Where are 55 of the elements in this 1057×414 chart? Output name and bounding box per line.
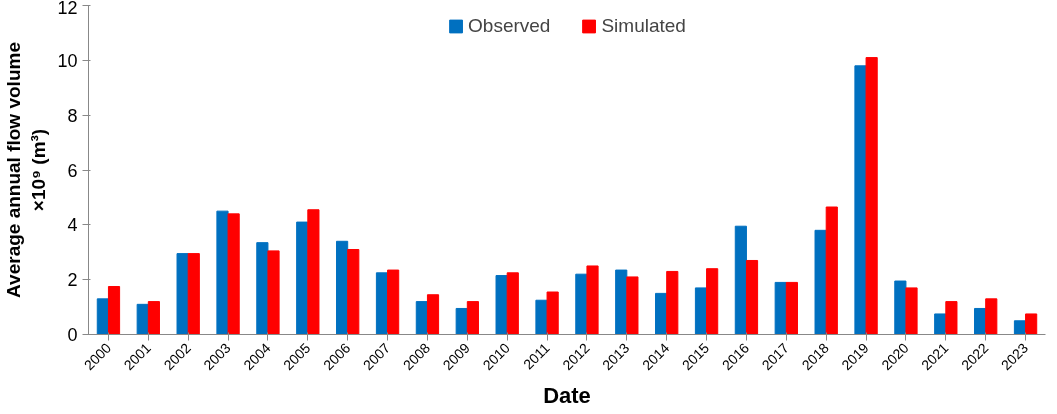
bar (216, 210, 229, 335)
bar (586, 265, 599, 335)
bar (96, 298, 109, 335)
bar (1025, 313, 1038, 335)
bar (347, 249, 360, 335)
bar (415, 301, 428, 335)
bar (495, 275, 508, 335)
bar (706, 268, 719, 335)
bar (267, 250, 280, 335)
bar (734, 225, 747, 335)
bar (375, 272, 389, 335)
y-tick-label: 4 (67, 215, 78, 236)
legend-label: Observed (468, 15, 551, 37)
bar (296, 221, 309, 335)
bar (945, 301, 958, 335)
bar (745, 259, 759, 335)
bar (626, 276, 639, 335)
bar (694, 287, 708, 335)
bar (615, 269, 628, 335)
bar (985, 298, 998, 335)
bar (894, 280, 907, 335)
bar (187, 253, 200, 335)
bar (426, 294, 440, 335)
bar (785, 281, 798, 335)
y-tick-label: 10 (57, 50, 78, 71)
bar (774, 281, 787, 335)
legend-label: Simulated (601, 15, 686, 37)
bar (854, 65, 867, 335)
bar (546, 291, 559, 335)
bar (176, 253, 189, 335)
bar (256, 242, 269, 335)
bar (934, 313, 947, 335)
bar (455, 307, 468, 335)
bar (387, 269, 400, 335)
y-tick-label: 2 (67, 270, 78, 291)
bar (506, 272, 519, 335)
bar (227, 213, 240, 335)
bar (905, 287, 918, 335)
x-axis-title: Date (543, 382, 591, 408)
bar (466, 301, 479, 335)
y-tick-label: 6 (67, 160, 78, 181)
bar (136, 303, 149, 335)
bar (307, 209, 320, 335)
bar (666, 270, 679, 335)
bar (825, 206, 838, 335)
bar (336, 240, 349, 335)
bar (814, 229, 827, 335)
bar (107, 286, 121, 335)
y-axis-title: Average annual flow volume ×10⁹ (m³) (3, 42, 50, 298)
bar (1013, 320, 1027, 335)
bar (865, 57, 878, 335)
y-tick-label: 8 (67, 105, 78, 126)
y-tick-label: 12 (57, 0, 78, 18)
bar (147, 301, 160, 335)
y-tick-label: 0 (67, 325, 78, 345)
